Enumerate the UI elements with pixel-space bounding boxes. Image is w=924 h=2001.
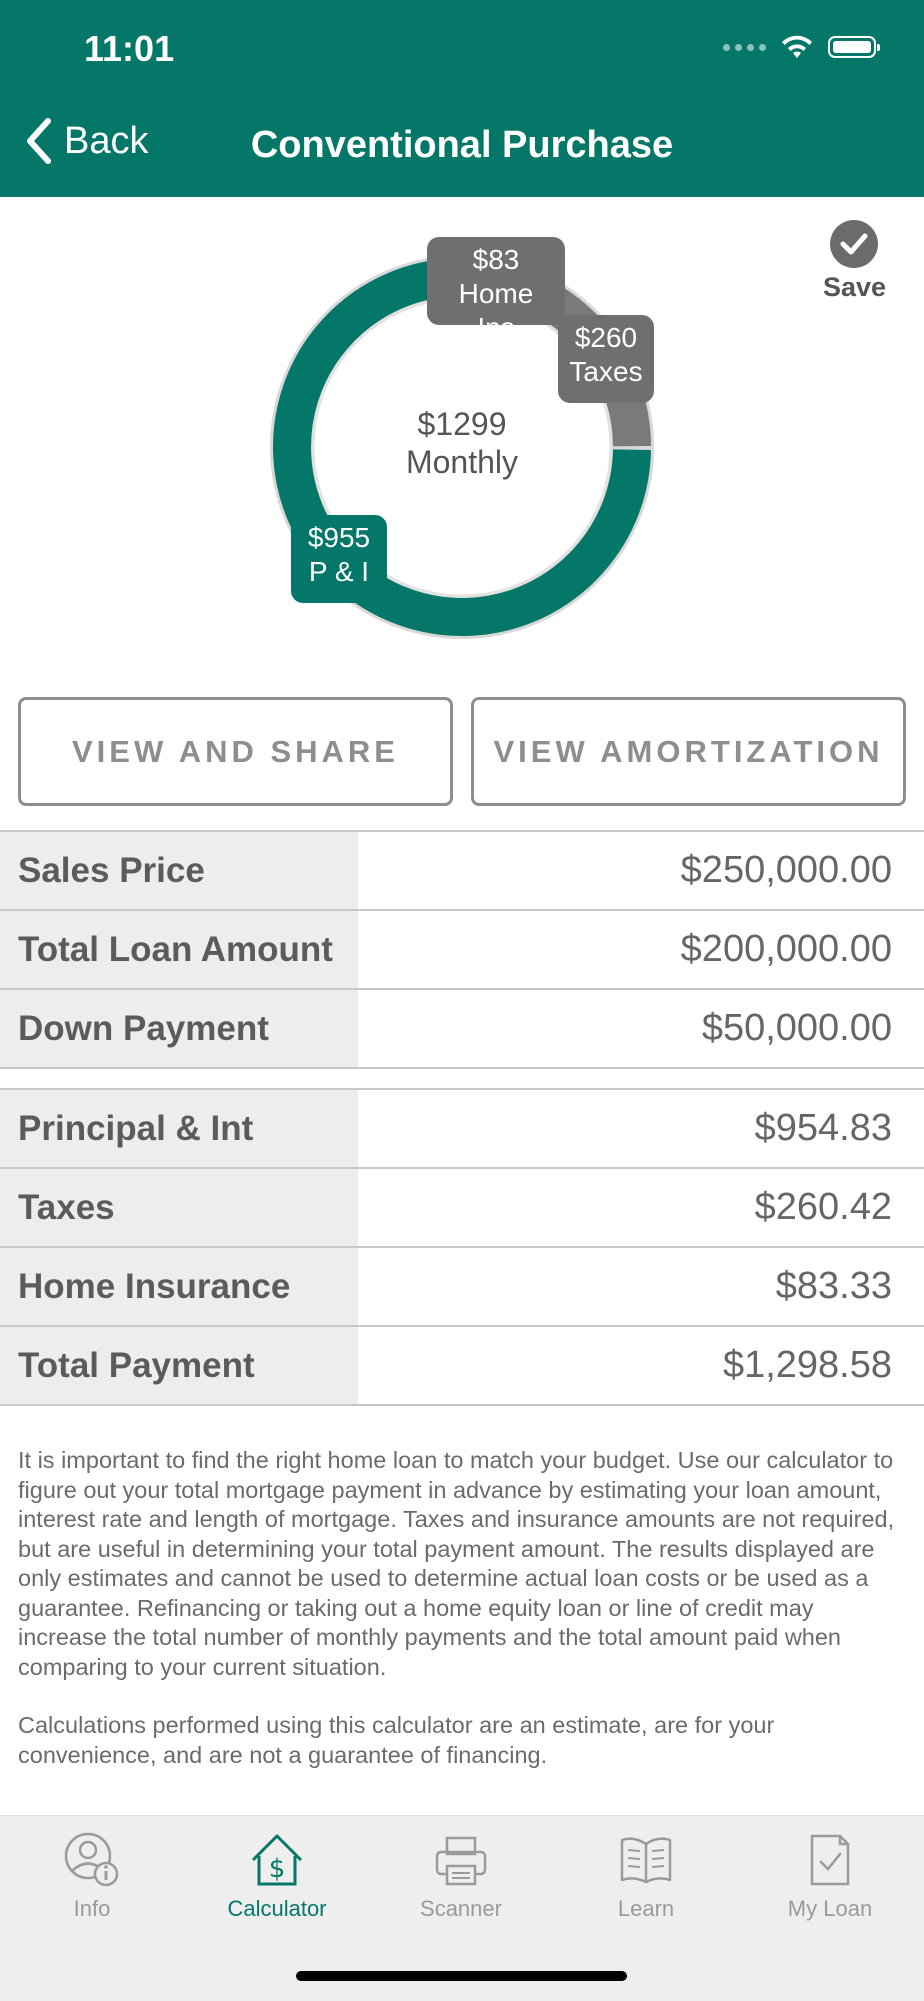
- table-row-sales-price[interactable]: Sales Price $250,000.00: [0, 832, 924, 911]
- segment-amount: $955: [307, 522, 371, 553]
- checkmark-icon: [830, 220, 879, 268]
- monthly-caption: Monthly: [405, 444, 519, 480]
- donut-center-label: $1299 Monthly: [362, 405, 562, 481]
- row-label: Home Insurance: [0, 1248, 358, 1325]
- table-row-home-insurance[interactable]: Home Insurance $83.33: [0, 1248, 924, 1327]
- payment-summary-table: Principal & Int $954.83 Taxes $260.42 Ho…: [0, 1088, 924, 1406]
- segment-name: Taxes: [569, 356, 643, 387]
- view-amortization-button[interactable]: VIEW AMORTIZATION: [471, 697, 906, 806]
- tab-info[interactable]: Info: [0, 1830, 184, 1922]
- row-value: $260.42: [754, 1186, 892, 1228]
- chevron-left-icon: [27, 118, 51, 164]
- row-value: $50,000.00: [701, 1007, 892, 1049]
- house-dollar-icon: $: [185, 1830, 369, 1890]
- battery-icon: [828, 36, 880, 58]
- disclaimer-text: It is important to find the right home l…: [18, 1446, 908, 1799]
- book-icon: [554, 1830, 738, 1890]
- segment-label-taxes: $260 Taxes: [558, 315, 654, 403]
- row-value: $83.33: [775, 1265, 892, 1307]
- table-row-total-payment: Total Payment $1,298.58: [0, 1327, 924, 1406]
- tab-bar: Info $ Calculator Scanner: [0, 1815, 924, 2001]
- view-and-share-button[interactable]: VIEW AND SHARE: [18, 697, 453, 806]
- wifi-icon: [782, 35, 812, 58]
- segment-name: Home Ins: [458, 278, 534, 343]
- row-value: $954.83: [754, 1107, 892, 1149]
- back-button[interactable]: Back: [26, 118, 148, 164]
- table-row-principal-int[interactable]: Principal & Int $954.83: [0, 1090, 924, 1169]
- segment-label-principal-interest: $955 P & I: [291, 515, 387, 603]
- status-time: 11:01: [84, 28, 175, 69]
- segment-amount: $83: [472, 244, 520, 275]
- tab-my-loan[interactable]: My Loan: [738, 1830, 922, 1922]
- person-info-icon: [0, 1830, 184, 1890]
- save-button[interactable]: Save: [823, 220, 886, 303]
- tab-learn[interactable]: Learn: [554, 1830, 738, 1922]
- tab-label: Calculator: [227, 1896, 327, 1921]
- row-label: Principal & Int: [0, 1090, 358, 1167]
- row-value: $1,298.58: [722, 1344, 892, 1386]
- tab-label: Learn: [617, 1896, 675, 1921]
- home-indicator: [296, 1971, 627, 1981]
- row-label: Total Payment: [0, 1327, 358, 1404]
- row-label: Sales Price: [0, 832, 358, 909]
- svg-text:$: $: [269, 1854, 286, 1884]
- row-label: Taxes: [0, 1169, 358, 1246]
- tab-label: Info: [73, 1896, 111, 1921]
- segment-label-home-ins: $83 Home Ins: [427, 237, 565, 343]
- tab-label: Scanner: [420, 1896, 502, 1921]
- table-row-total-loan-amount[interactable]: Total Loan Amount $200,000.00: [0, 911, 924, 990]
- save-label: Save: [822, 272, 886, 302]
- monthly-total: $1299: [417, 406, 507, 442]
- back-label: Back: [64, 119, 149, 162]
- row-label: Down Payment: [0, 990, 358, 1067]
- tab-calculator[interactable]: $ Calculator: [185, 1830, 369, 1922]
- row-label: Total Loan Amount: [0, 911, 358, 988]
- tab-scanner[interactable]: Scanner: [369, 1830, 553, 1922]
- nav-header: 11:01 Back Conventional Purchase: [0, 0, 924, 197]
- segment-name: P & I: [308, 556, 370, 587]
- signal-icon: [723, 43, 766, 51]
- row-value: $250,000.00: [680, 849, 892, 891]
- disclaimer-paragraph: It is important to find the right home l…: [18, 1447, 895, 1680]
- table-row-taxes[interactable]: Taxes $260.42: [0, 1169, 924, 1248]
- disclaimer-paragraph: Calculations performed using this calcul…: [18, 1712, 775, 1768]
- row-value: $200,000.00: [680, 928, 892, 970]
- document-check-icon: [738, 1830, 922, 1890]
- loan-summary-table: Sales Price $250,000.00 Total Loan Amoun…: [0, 830, 924, 1069]
- status-icons: [723, 34, 880, 60]
- tab-label: My Loan: [787, 1896, 873, 1921]
- segment-amount: $260: [574, 322, 638, 353]
- table-row-down-payment[interactable]: Down Payment $50,000.00: [0, 990, 924, 1069]
- printer-icon: [369, 1830, 553, 1890]
- page-title: Conventional Purchase: [250, 124, 674, 166]
